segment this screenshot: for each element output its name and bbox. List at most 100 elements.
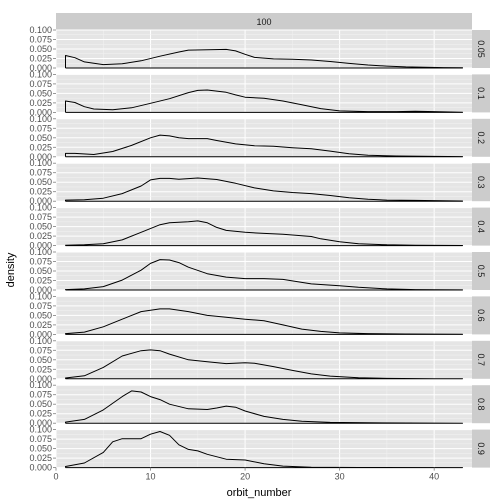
y-tick-label: 0.100 — [29, 425, 52, 435]
density-curve — [65, 431, 463, 469]
y-tick-label: 0.100 — [29, 336, 52, 346]
y-tick-label: 0.025 — [29, 409, 52, 419]
y-tick-label: 0.075 — [29, 35, 52, 45]
y-tick-label: 0.025 — [29, 187, 52, 197]
row-strip-label: 0.4 — [476, 220, 486, 233]
y-axis-title: density — [5, 252, 17, 287]
row-strip-label: 0.2 — [476, 132, 486, 145]
density-curve — [65, 390, 463, 424]
row-strip-label: 0.9 — [476, 442, 486, 455]
y-tick-label: 0.000 — [29, 241, 52, 251]
density-curve — [65, 220, 463, 247]
density-curve — [65, 259, 463, 291]
y-tick-label: 0.000 — [29, 418, 52, 428]
y-tick-label: 0.100 — [29, 291, 52, 301]
y-tick-label: 0.000 — [29, 329, 52, 339]
row-strip-bg — [472, 163, 490, 202]
y-tick-label: 0.075 — [29, 168, 52, 178]
y-tick-label: 0.000 — [29, 196, 52, 206]
y-tick-label: 0.025 — [29, 276, 52, 286]
row-strip-bg — [472, 429, 490, 468]
y-tick-label: 0.025 — [29, 453, 52, 463]
facet-panels: 0.0000.0250.0500.0750.1000.050.0000.0250… — [29, 25, 490, 473]
y-tick-label: 0.050 — [29, 399, 52, 409]
y-tick-label: 0.075 — [29, 212, 52, 222]
row-strip-label: 0.6 — [476, 309, 486, 322]
y-tick-label: 0.000 — [29, 63, 52, 73]
row-strip-label: 0.05 — [476, 40, 486, 58]
y-tick-label: 0.050 — [29, 266, 52, 276]
density-curve — [65, 177, 463, 202]
row-strip-bg — [472, 340, 490, 379]
x-tick-label: 40 — [429, 472, 439, 482]
y-tick-label: 0.050 — [29, 355, 52, 365]
density-curve — [65, 48, 463, 69]
y-tick-label: 0.100 — [29, 69, 52, 79]
y-tick-label: 0.000 — [29, 374, 52, 384]
y-tick-label: 0.100 — [29, 203, 52, 213]
y-tick-label: 0.075 — [29, 390, 52, 400]
row-strip-label: 0.7 — [476, 354, 486, 367]
y-tick-label: 0.025 — [29, 54, 52, 64]
y-tick-label: 0.075 — [29, 79, 52, 89]
y-tick-label: 0.025 — [29, 142, 52, 152]
y-tick-label: 0.100 — [29, 247, 52, 257]
density-curve — [65, 308, 463, 335]
y-tick-label: 0.075 — [29, 345, 52, 355]
row-strip-bg — [472, 296, 490, 335]
x-tick-label: 20 — [240, 472, 250, 482]
y-tick-label: 0.100 — [29, 158, 52, 168]
y-tick-label: 0.050 — [29, 88, 52, 98]
row-strip-bg — [472, 118, 490, 157]
y-tick-label: 0.000 — [29, 107, 52, 117]
y-tick-label: 0.050 — [29, 310, 52, 320]
density-curve — [65, 134, 463, 158]
y-tick-label: 0.100 — [29, 380, 52, 390]
row-strip-label: 0.8 — [476, 398, 486, 411]
y-tick-label: 0.000 — [29, 463, 52, 473]
y-tick-label: 0.075 — [29, 123, 52, 133]
y-tick-label: 0.050 — [29, 133, 52, 143]
y-tick-label: 0.075 — [29, 301, 52, 311]
x-tick-label: 0 — [53, 472, 58, 482]
y-tick-label: 0.000 — [29, 152, 52, 162]
column-strip-label: 100 — [256, 17, 271, 27]
y-tick-label: 0.050 — [29, 44, 52, 54]
x-axis-title: orbit_number — [227, 487, 292, 499]
column-strip: 100 — [56, 13, 472, 30]
density-curve — [65, 89, 463, 113]
y-tick-label: 0.025 — [29, 364, 52, 374]
y-tick-label: 0.025 — [29, 320, 52, 330]
y-tick-label: 0.050 — [29, 177, 52, 187]
row-strip-bg — [472, 74, 490, 113]
y-tick-label: 0.100 — [29, 25, 52, 35]
row-strip-label: 0.3 — [476, 176, 486, 189]
column-strip-bg — [56, 13, 472, 30]
y-tick-label: 0.050 — [29, 222, 52, 232]
row-strip-bg — [472, 30, 490, 68]
y-tick-label: 0.025 — [29, 98, 52, 108]
y-tick-label: 0.075 — [29, 257, 52, 267]
y-tick-label: 0.075 — [29, 434, 52, 444]
density-curve — [65, 349, 463, 380]
y-tick-label: 0.000 — [29, 285, 52, 295]
row-strip-bg — [472, 385, 490, 424]
row-strip-bg — [472, 207, 490, 246]
x-tick-label: 30 — [335, 472, 345, 482]
x-axis: 0 10 20 30 40 — [53, 467, 439, 482]
row-strip-label: 0.1 — [476, 87, 486, 100]
x-tick-label: 10 — [146, 472, 156, 482]
y-tick-label: 0.050 — [29, 444, 52, 454]
row-strip-bg — [472, 252, 490, 290]
